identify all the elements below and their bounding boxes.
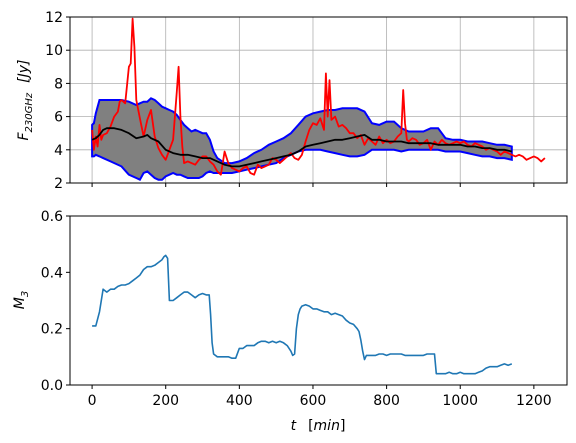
m3-x-tick-label: 0 [88,393,97,409]
m3-x-tick-label: 400 [226,393,253,409]
flux-y-tick-label: 6 [54,110,63,126]
flux-plot-area [91,17,546,182]
flux-y-tick-label: 2 [54,176,63,192]
mean-series-line [91,127,513,168]
m3-ticks: 0 200 400 600 800 1000 1200 0.0 0.2 0.4 0.6 [41,209,552,409]
m3-x-tick-label: 1200 [516,393,552,409]
flux-axes-frame [69,16,568,184]
m3-x-tick-label: 1000 [442,393,478,409]
m3-y-axis-label: M3 [12,291,31,309]
m3-plot-area [92,254,513,375]
data-series-line [91,17,546,176]
flux-panel: 2 4 6 8 10 12 F230GHz[Jy] [16,10,568,192]
m3-y-tick-label: 0.2 [41,322,63,338]
m3-panel: 0 200 400 600 800 1000 1200 0.0 0.2 0.4 0.6 M3 t [m… [12,209,568,434]
flux-y-tick-label: 12 [45,10,63,26]
flux-y-tick-label: 4 [54,143,63,159]
m3-y-tick-label: 0.4 [41,265,63,281]
m3-y-tick-label: 0.6 [41,209,63,225]
flux-ticks: 2 4 6 8 10 12 [45,10,535,192]
m3-x-tick-label: 200 [152,393,179,409]
flux-y-axis-label: F230GHz[Jy] [16,59,35,140]
band-fill [91,97,513,182]
flux-y-tick-label: 10 [45,43,63,59]
m3-y-tick-label: 0.0 [41,378,63,394]
m3-series-line [92,254,513,375]
m3-x-tick-label: 800 [373,393,400,409]
flux-y-tick-label: 8 [54,76,63,92]
m3-axes-frame [69,215,568,386]
m3-x-tick-label: 600 [300,393,327,409]
x-axis-label: t [min] [291,418,346,434]
